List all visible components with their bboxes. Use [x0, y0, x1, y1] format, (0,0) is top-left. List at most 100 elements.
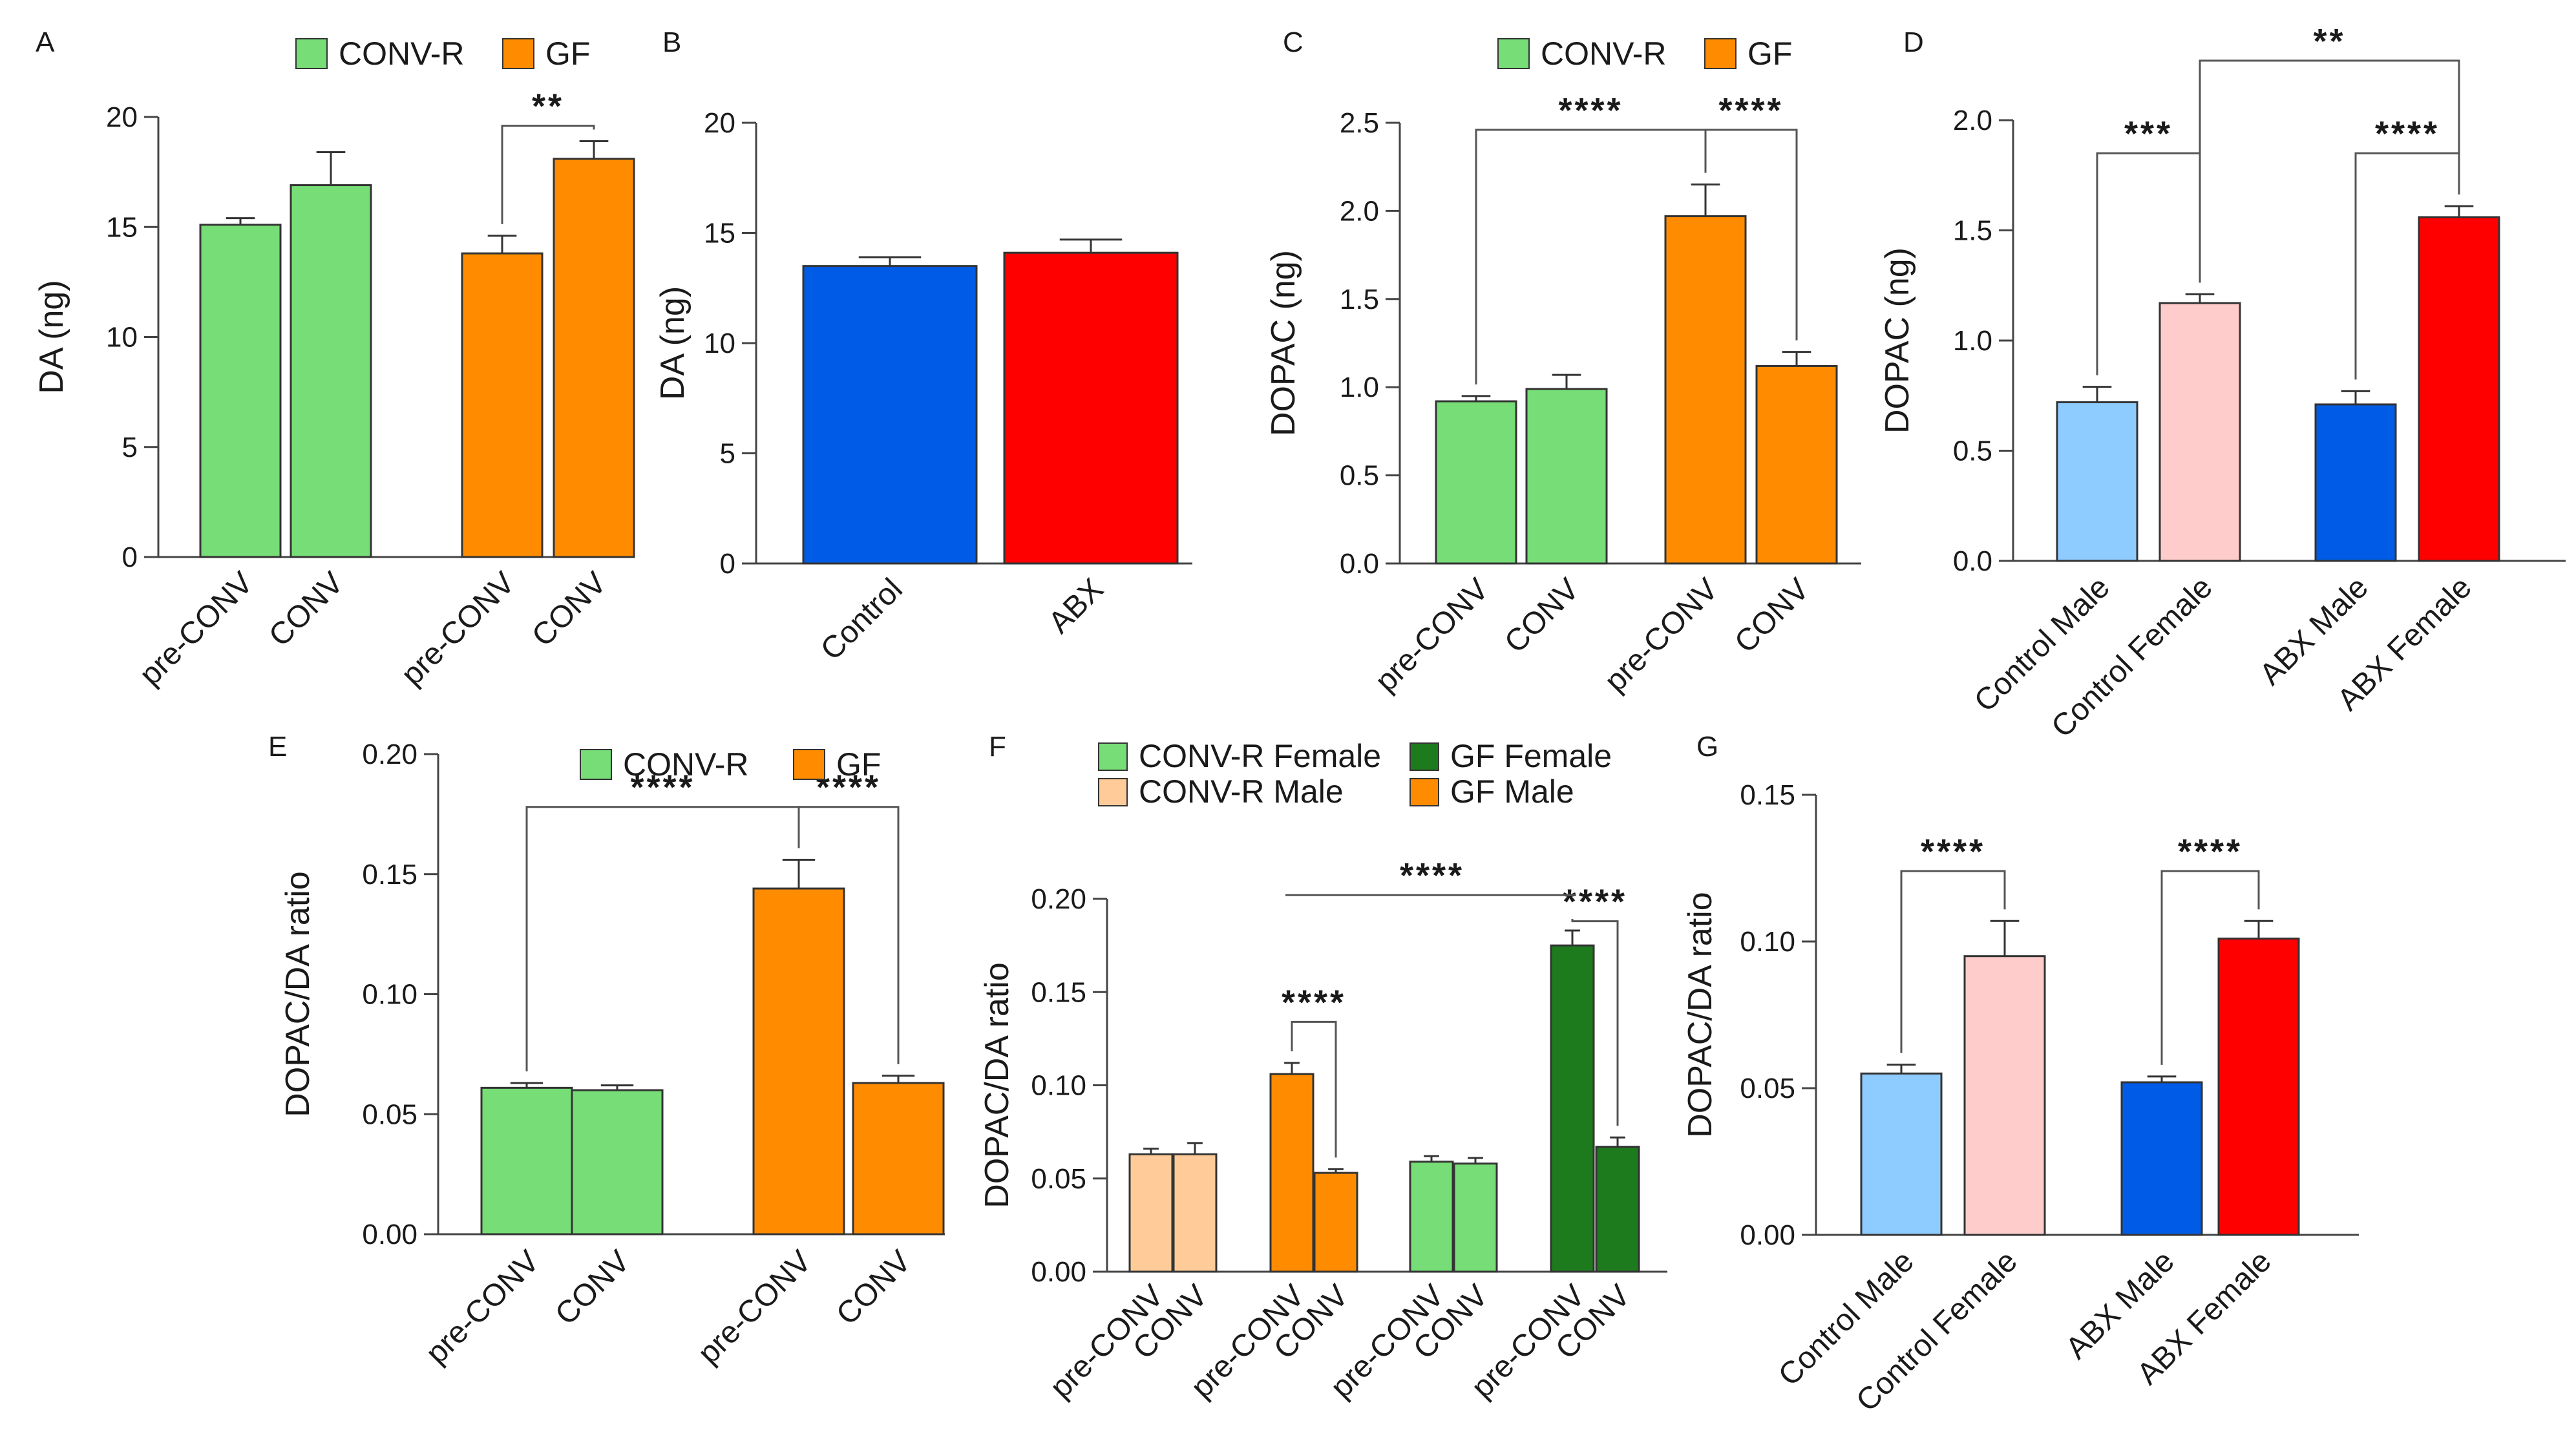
bar: [1172, 1153, 1218, 1273]
significance-label: ****: [2178, 832, 2243, 871]
x-tick-label: CONV: [830, 1244, 918, 1332]
y-tick-label: 0.00: [362, 1219, 417, 1250]
bar: [1128, 1153, 1174, 1273]
significance-bracket: [501, 125, 595, 224]
x-tick-label: CONV: [1498, 572, 1586, 660]
panel-letter: D: [1903, 26, 1924, 58]
y-tick-label: 0.00: [1031, 1256, 1086, 1288]
panel-letter: E: [268, 731, 287, 763]
legend-swatch: [1098, 778, 1128, 806]
y-axis-label: DOPAC/DA ratio: [1682, 892, 1719, 1137]
y-axis-label: DOPAC/DA ratio: [279, 871, 317, 1117]
y-tick-label: 0.10: [1740, 926, 1795, 958]
bar: [1664, 215, 1747, 565]
significance-bracket: [2199, 59, 2460, 283]
x-tick-label: pre-CONV: [1369, 572, 1495, 699]
bar: [1435, 400, 1517, 565]
x-tick-label: pre-CONV: [395, 565, 522, 692]
significance-label: ****: [1558, 91, 1623, 130]
legend-label: CONV-R: [339, 36, 464, 72]
y-tick-label: 2.0: [1953, 105, 1992, 136]
significance-label: **: [2313, 22, 2345, 61]
y-tick-label: 20: [106, 101, 138, 133]
y-tick-label: 0.10: [362, 979, 417, 1011]
panel-letter: A: [36, 26, 55, 58]
significance-label: ****: [1282, 983, 1346, 1022]
bar: [2159, 302, 2241, 562]
y-tick-label: 5: [720, 438, 735, 470]
significance-label: ****: [1921, 832, 1985, 871]
bar: [2418, 216, 2500, 562]
x-tick-label: CONV: [549, 1244, 637, 1332]
y-axis-label: DOPAC (ng): [1265, 250, 1302, 436]
legend-label: GF: [836, 746, 881, 783]
significance-label: ****: [1400, 856, 1464, 895]
legend-swatch: [295, 38, 328, 69]
bar: [2217, 937, 2300, 1236]
y-axis-label: DA (ng): [33, 280, 70, 394]
y-tick-label: 10: [704, 328, 735, 359]
y-tick-label: 0.5: [1340, 460, 1379, 492]
significance-label: ****: [1718, 91, 1783, 130]
y-tick-label: 0.0: [1953, 545, 1992, 577]
panel-letter: B: [662, 26, 681, 58]
y-axis-label: DOPAC/DA ratio: [978, 962, 1016, 1208]
bar: [1003, 251, 1179, 565]
y-tick-label: 0.15: [362, 859, 417, 890]
bar: [1453, 1162, 1498, 1273]
x-tick-label: CONV: [525, 565, 613, 653]
significance-label: ****: [2375, 114, 2440, 153]
y-tick-label: 10: [106, 322, 138, 353]
legend-swatch: [793, 749, 825, 780]
bar: [461, 252, 544, 558]
bar: [553, 158, 635, 558]
bar: [1269, 1073, 1314, 1273]
legend-swatch: [1497, 38, 1530, 69]
bar: [802, 265, 978, 565]
y-tick-label: 0.05: [362, 1099, 417, 1130]
y-tick-label: 0.20: [362, 739, 417, 770]
panel-e: E 0.00 0.05 0.10 0.15 0.20 DOPAC/DA ratio pre-C…: [268, 731, 945, 1371]
y-tick-label: 0.0: [1340, 548, 1379, 580]
bar: [752, 887, 845, 1236]
panel-letter: F: [989, 731, 1006, 763]
significance-bracket: [797, 806, 900, 1064]
x-tick-label: pre-CONV: [133, 565, 260, 692]
legend-label: GF Male: [1450, 773, 1574, 810]
significance-label: ****: [630, 768, 695, 807]
bar: [480, 1086, 573, 1236]
y-tick-label: 0: [122, 542, 138, 573]
y-tick-label: 1.5: [1340, 284, 1379, 315]
y-tick-label: 0.00: [1740, 1219, 1795, 1251]
y-tick-label: 0.15: [1031, 976, 1086, 1008]
bar: [199, 224, 282, 558]
legend-label: GF: [1747, 36, 1792, 72]
legend-swatch: [502, 38, 534, 69]
y-tick-label: 1.5: [1953, 215, 1992, 247]
significance-label: **: [532, 87, 564, 126]
legend-label: CONV-R Female: [1139, 738, 1381, 774]
y-tick-label: 0.5: [1953, 436, 1992, 467]
significance-label: ****: [1563, 883, 1627, 921]
y-tick-label: 0.05: [1031, 1163, 1086, 1195]
y-tick-label: 0.05: [1740, 1073, 1795, 1104]
bar: [2314, 403, 2397, 562]
legend-swatch: [1409, 778, 1439, 806]
y-axis-label: DA (ng): [654, 286, 692, 400]
bar: [1525, 388, 1608, 565]
legend-swatch: [580, 749, 612, 780]
y-axis-label: DOPAC (ng): [1879, 247, 1916, 434]
significance-bracket: [1291, 1020, 1337, 1158]
bar: [1860, 1072, 1943, 1236]
legend-swatch: [1409, 742, 1439, 771]
y-tick-label: 0.10: [1031, 1070, 1086, 1102]
y-tick-label: 5: [122, 432, 138, 463]
bar: [1963, 955, 2046, 1236]
bar: [1755, 364, 1838, 565]
panel-letter: C: [1283, 26, 1304, 58]
